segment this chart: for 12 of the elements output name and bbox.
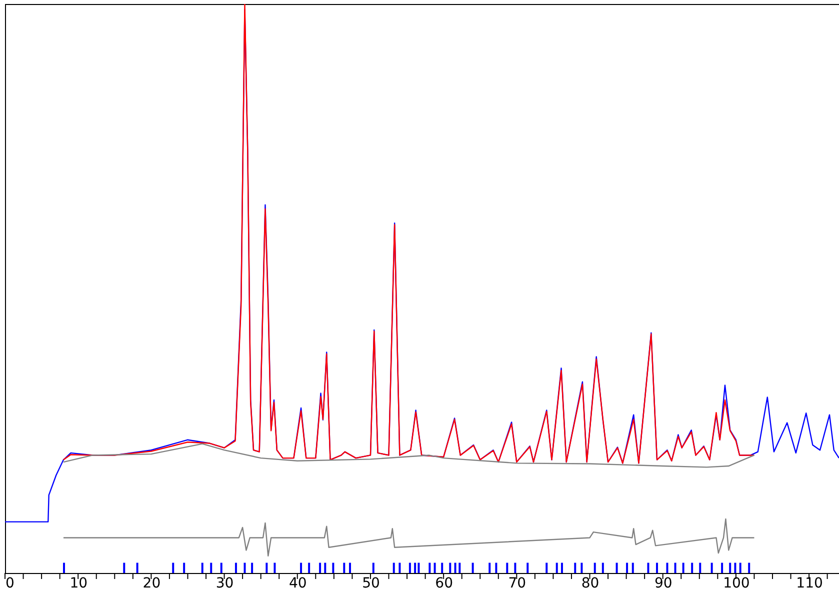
x-tick-label: 70: [508, 576, 526, 592]
x-tick-label: 90: [654, 576, 672, 592]
x-tick-label: 110: [796, 576, 823, 592]
x-tick-label: 0: [6, 576, 14, 592]
x-tick-label: 100: [723, 576, 750, 592]
x-tick-label: 60: [435, 576, 453, 592]
x-tick-label: 80: [581, 576, 600, 592]
x-tick-label: 40: [288, 576, 307, 592]
x-tick-label: 20: [142, 576, 161, 592]
x-tick-label: 10: [70, 576, 88, 592]
x-tick-label: 30: [216, 576, 234, 592]
x-tick-label: 50: [362, 576, 380, 592]
